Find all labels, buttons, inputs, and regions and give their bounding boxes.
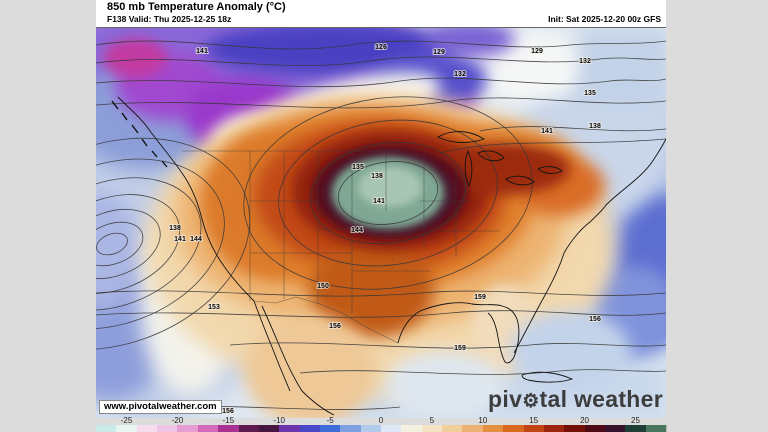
colorbar-segment bbox=[279, 425, 300, 432]
colorbar-tick-label: -15 bbox=[222, 416, 235, 425]
colorbar-tick-label: -10 bbox=[273, 416, 285, 425]
colorbar-segment bbox=[564, 425, 585, 432]
colorbar-tick-label: 15 bbox=[529, 416, 539, 425]
colorbar-segment bbox=[625, 425, 646, 432]
colorbar-segment bbox=[482, 425, 504, 432]
logo-text-prefix: piv bbox=[488, 386, 523, 412]
contour-label: 129 bbox=[433, 49, 445, 56]
colorbar-segment bbox=[136, 425, 158, 432]
header-bar: 850 mb Temperature Anomaly (°C) F138 Val… bbox=[96, 0, 666, 27]
colorbar-segment bbox=[197, 425, 219, 432]
contour-label: 144 bbox=[351, 227, 363, 234]
colorbar-segment bbox=[381, 425, 402, 432]
colorbar-segment bbox=[503, 425, 524, 432]
colorbar-segment bbox=[238, 425, 259, 432]
colorbar-segment bbox=[157, 425, 178, 432]
colorbar: -25 -20 -15 -10 -5 0 5 10 15 20 25 bbox=[96, 417, 667, 432]
colorbar-segment bbox=[319, 425, 341, 432]
colorbar-segment bbox=[442, 425, 463, 432]
init-time-label: Init: Sat 2025-12-20 00z GFS bbox=[548, 14, 661, 24]
colorbar-segment bbox=[96, 425, 117, 432]
colorbar-tick-label: -20 bbox=[171, 416, 184, 425]
contour-label: 141 bbox=[541, 128, 553, 135]
colorbar-tick-label: 20 bbox=[580, 416, 590, 425]
colorbar-segment bbox=[401, 425, 422, 432]
valid-time-label: F138 Valid: Thu 2025-12-25 18z bbox=[107, 14, 232, 24]
page-title: 850 mb Temperature Anomaly (°C) bbox=[107, 1, 286, 13]
colorbar-segment bbox=[218, 425, 239, 432]
colorbar-tick-label: 5 bbox=[429, 416, 435, 425]
contour-label: 153 bbox=[208, 304, 220, 311]
colorbar-segment bbox=[258, 425, 280, 432]
temperature-anomaly-map-image: 141 126 129 132 129 132 135 138 141 135 138 141 144 1… bbox=[96, 28, 666, 418]
contour-label: 156 bbox=[329, 323, 341, 330]
colorbar-segment bbox=[543, 425, 565, 432]
contour-label: 141 bbox=[174, 236, 186, 243]
colorbar-gradient bbox=[96, 425, 667, 432]
contour-label: 159 bbox=[474, 294, 486, 301]
contour-label: 141 bbox=[373, 198, 385, 205]
colorbar-tick-label: -25 bbox=[120, 416, 133, 425]
contour-label: 138 bbox=[589, 123, 601, 130]
contour-label: 138 bbox=[169, 225, 181, 232]
colorbar-ticks: -25 -20 -15 -10 -5 0 5 10 15 20 25 bbox=[96, 417, 666, 425]
contour-label: 156 bbox=[222, 408, 234, 415]
coastline-layer bbox=[111, 96, 666, 416]
contour-label: 141 bbox=[196, 48, 208, 55]
contour-label: 132 bbox=[579, 58, 591, 65]
contour-label: 144 bbox=[190, 236, 202, 243]
gear-icon: ⚙ bbox=[522, 391, 540, 412]
weather-map: 141 126 129 132 129 132 135 138 141 135 138 141 144 1… bbox=[96, 27, 666, 418]
pivotal-weather-logo: piv⚙tal weather bbox=[488, 388, 663, 413]
colorbar-segment bbox=[604, 425, 626, 432]
contour-label: 156 bbox=[589, 316, 601, 323]
contour-labels-layer: 141 126 129 132 129 132 135 138 141 135 138 141 144 1… bbox=[168, 43, 602, 416]
height-contours-layer bbox=[96, 40, 666, 410]
contour-label: 150 bbox=[317, 283, 329, 290]
colorbar-segment bbox=[645, 425, 667, 432]
colorbar-segment bbox=[462, 425, 483, 432]
colorbar-segment bbox=[584, 425, 605, 432]
contour-label: 138 bbox=[371, 173, 383, 180]
colorbar-tick-label: 0 bbox=[378, 416, 384, 425]
colorbar-segment bbox=[177, 425, 198, 432]
anomaly-shading-layer bbox=[96, 28, 666, 418]
colorbar-tick-label: 25 bbox=[631, 416, 640, 425]
colorbar-segment bbox=[523, 425, 544, 432]
watermark-url: www.pivotalweather.com bbox=[99, 400, 222, 414]
contour-label: 135 bbox=[584, 90, 596, 97]
colorbar-tick-label: -5 bbox=[326, 416, 334, 425]
logo-text-suffix: tal weather bbox=[539, 386, 663, 412]
colorbar-segment bbox=[421, 425, 443, 432]
colorbar-tick-label: 10 bbox=[478, 416, 488, 425]
contour-label: 135 bbox=[352, 164, 364, 171]
contour-label: 126 bbox=[375, 44, 387, 51]
contour-label: 129 bbox=[531, 48, 543, 55]
colorbar-segment bbox=[340, 425, 361, 432]
contour-label: 132 bbox=[454, 71, 466, 78]
colorbar-segment bbox=[360, 425, 382, 432]
colorbar-segment bbox=[299, 425, 320, 432]
colorbar-segment bbox=[116, 425, 137, 432]
contour-label: 159 bbox=[454, 345, 466, 352]
